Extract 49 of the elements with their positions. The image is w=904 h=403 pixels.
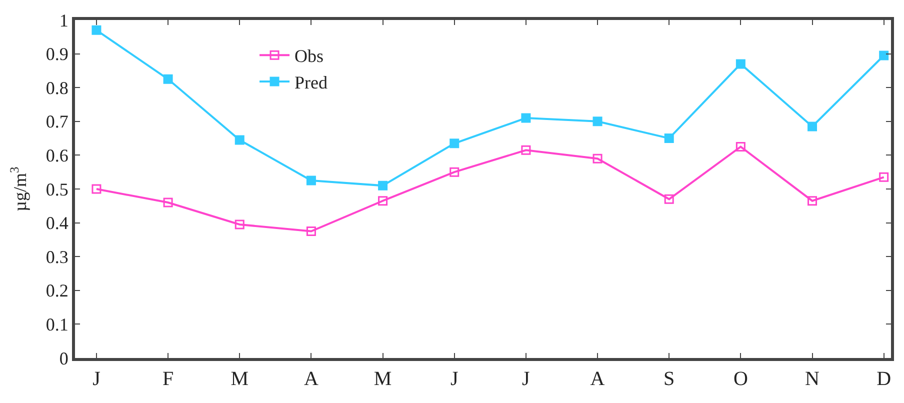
y-tick-label: 1	[59, 10, 68, 30]
point	[306, 176, 316, 186]
legend-label: Pred	[294, 72, 328, 93]
point	[808, 196, 818, 206]
point	[163, 74, 173, 84]
point	[736, 59, 746, 69]
x-tick-label: J	[522, 368, 530, 390]
point	[736, 142, 746, 152]
y-tick-label: 0.8	[46, 78, 68, 98]
point	[450, 167, 460, 177]
x-tick-label: D	[876, 368, 892, 390]
point	[879, 172, 889, 182]
point	[592, 154, 602, 164]
y-tick-label: 0.6	[46, 146, 68, 166]
x-tick-label: M	[374, 368, 392, 390]
point	[592, 116, 602, 126]
x-tick-label: A	[304, 368, 319, 390]
point	[879, 50, 889, 60]
point	[234, 220, 244, 230]
y-tick-label: 0.5	[46, 179, 68, 200]
y-tick-label: 0.7	[46, 112, 68, 132]
x-tick-label: O	[733, 368, 748, 390]
point	[521, 145, 531, 155]
x-tick-label: J	[450, 368, 458, 390]
point	[306, 226, 316, 236]
point	[378, 180, 388, 190]
point	[378, 196, 388, 206]
legend-label: Obs	[294, 46, 324, 66]
point	[450, 138, 460, 148]
y-tick-label: 0.3	[46, 246, 68, 267]
x-tick-label: N	[805, 368, 820, 390]
y-tick-label: 0	[59, 348, 68, 368]
y-tick-label: 0.1	[46, 314, 68, 334]
x-tick-label: A	[590, 368, 606, 390]
point	[664, 134, 674, 144]
x-tick-label: S	[664, 368, 675, 390]
point	[92, 25, 102, 35]
y-tick-label: 0.4	[46, 213, 68, 234]
y-tick-label: 0.9	[46, 44, 68, 64]
point	[92, 184, 102, 194]
x-tick-label: F	[162, 368, 174, 390]
point	[808, 122, 818, 132]
x-tick-label: M	[230, 368, 249, 390]
point	[521, 113, 531, 123]
point	[163, 198, 173, 208]
point	[234, 135, 244, 145]
x-tick-label: J	[92, 368, 101, 390]
y-tick-label: 0.2	[46, 280, 68, 301]
point	[664, 194, 674, 204]
